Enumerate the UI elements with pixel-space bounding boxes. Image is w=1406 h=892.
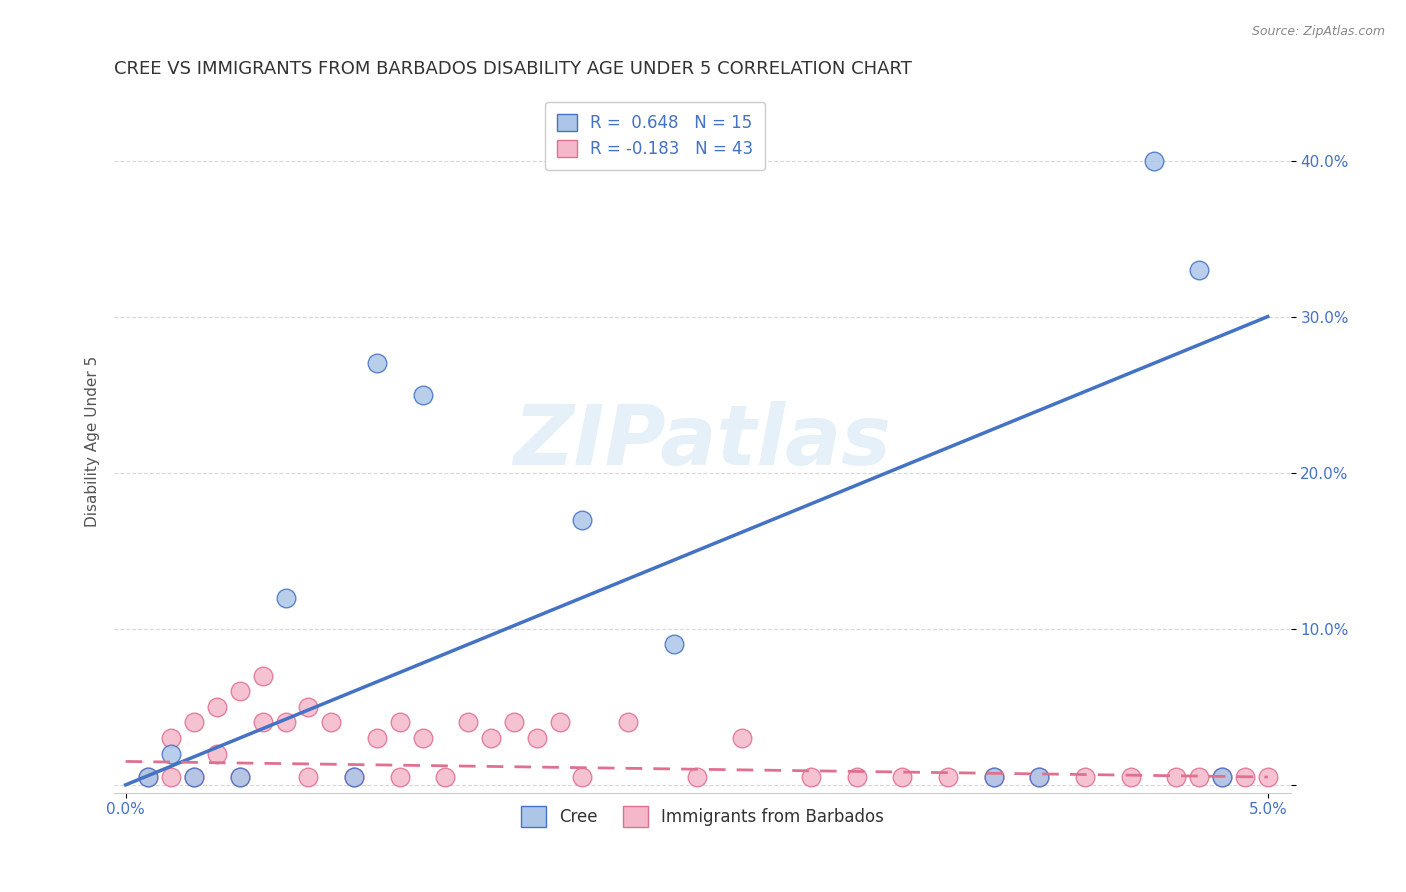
Point <box>388 770 411 784</box>
Point <box>138 770 160 784</box>
Point <box>891 770 914 784</box>
Point <box>160 731 183 745</box>
Point <box>571 512 593 526</box>
Point <box>1211 770 1233 784</box>
Text: CREE VS IMMIGRANTS FROM BARBADOS DISABILITY AGE UNDER 5 CORRELATION CHART: CREE VS IMMIGRANTS FROM BARBADOS DISABIL… <box>114 60 912 78</box>
Point <box>229 770 252 784</box>
Point <box>412 387 434 401</box>
Point <box>1233 770 1256 784</box>
Y-axis label: Disability Age Under 5: Disability Age Under 5 <box>86 356 100 527</box>
Point <box>571 770 593 784</box>
Point <box>1166 770 1188 784</box>
Point <box>205 699 228 714</box>
Point <box>479 731 502 745</box>
Point <box>388 715 411 730</box>
Point <box>229 684 252 698</box>
Point <box>366 356 388 370</box>
Point <box>183 770 205 784</box>
Point <box>983 770 1005 784</box>
Point <box>1028 770 1050 784</box>
Point <box>1188 262 1211 277</box>
Point <box>503 715 526 730</box>
Point <box>343 770 366 784</box>
Point <box>160 770 183 784</box>
Text: ZIPatlas: ZIPatlas <box>513 401 891 482</box>
Point <box>936 770 959 784</box>
Legend: Cree, Immigrants from Barbados: Cree, Immigrants from Barbados <box>515 800 890 833</box>
Point <box>526 731 548 745</box>
Point <box>434 770 457 784</box>
Point <box>205 747 228 761</box>
Point <box>845 770 868 784</box>
Point <box>321 715 343 730</box>
Point <box>297 770 319 784</box>
Point <box>686 770 709 784</box>
Point <box>548 715 571 730</box>
Point <box>1119 770 1142 784</box>
Point <box>160 747 183 761</box>
Point <box>229 770 252 784</box>
Point <box>252 668 274 682</box>
Point <box>274 591 297 605</box>
Point <box>297 699 319 714</box>
Point <box>138 770 160 784</box>
Point <box>1142 153 1164 168</box>
Point <box>252 715 274 730</box>
Point <box>617 715 640 730</box>
Point <box>183 770 205 784</box>
Point <box>1211 770 1233 784</box>
Point <box>1188 770 1211 784</box>
Point <box>183 715 205 730</box>
Text: Source: ZipAtlas.com: Source: ZipAtlas.com <box>1251 25 1385 38</box>
Point <box>731 731 754 745</box>
Point <box>366 731 388 745</box>
Point <box>412 731 434 745</box>
Point <box>1074 770 1097 784</box>
Point <box>343 770 366 784</box>
Point <box>800 770 823 784</box>
Point <box>457 715 479 730</box>
Point <box>983 770 1005 784</box>
Point <box>274 715 297 730</box>
Point <box>1028 770 1050 784</box>
Point <box>662 637 685 651</box>
Point <box>1257 770 1279 784</box>
